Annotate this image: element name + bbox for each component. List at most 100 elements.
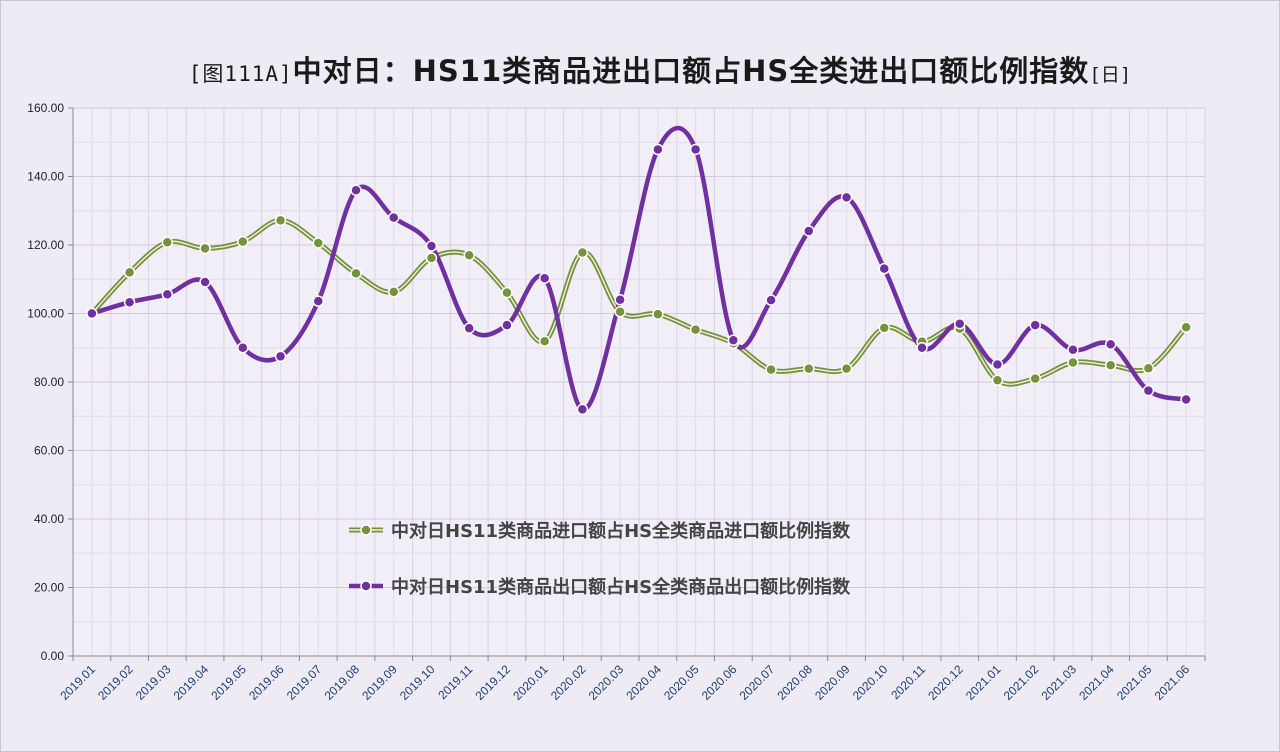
import-point — [1104, 359, 1117, 371]
export-point — [1180, 393, 1192, 406]
import-point — [538, 335, 551, 347]
export-point — [576, 403, 589, 416]
y-tick-label: 160.00 — [27, 101, 64, 115]
x-tick-label: 2019.09 — [359, 662, 400, 703]
x-tick-label: 2021.01 — [963, 662, 1004, 703]
y-tick-label: 20.00 — [34, 581, 64, 595]
export-point — [765, 294, 777, 306]
y-tick-label: 0.00 — [41, 649, 65, 663]
export-point — [237, 342, 249, 354]
x-tick-label: 2019.01 — [57, 662, 98, 703]
export-point — [161, 288, 174, 301]
x-tick-label: 2021.02 — [1001, 662, 1042, 703]
import-point — [1142, 362, 1155, 375]
import-point — [274, 214, 287, 227]
export-point — [425, 240, 438, 252]
import-point — [199, 242, 211, 255]
import-point — [161, 236, 174, 249]
export-point — [803, 225, 815, 237]
x-tick-label: 2020.07 — [737, 662, 778, 703]
import-point — [689, 323, 702, 336]
y-tick-label: 60.00 — [34, 444, 64, 458]
import-point — [501, 286, 513, 299]
x-tick-label: 2019.06 — [246, 662, 287, 703]
export-point — [387, 211, 400, 224]
x-tick-label: 2020.09 — [812, 662, 853, 703]
export-series-line — [91, 125, 1187, 412]
x-tick-label: 2020.05 — [661, 662, 702, 703]
import-point — [1180, 321, 1192, 333]
x-tick-label: 2020.06 — [699, 662, 740, 703]
export-point — [1029, 319, 1041, 331]
import-point — [1029, 372, 1041, 385]
x-tick-label: 2021.05 — [1114, 662, 1155, 703]
export-point — [463, 322, 475, 334]
import-point — [237, 235, 249, 248]
export-point — [538, 272, 551, 284]
x-tick-label: 2019.03 — [133, 662, 174, 703]
import-point — [614, 306, 626, 318]
import-point — [765, 363, 777, 376]
import-point — [463, 249, 475, 262]
x-tick-label: 2020.10 — [850, 662, 891, 703]
export-point — [652, 143, 664, 156]
export-point — [991, 358, 1004, 371]
y-tick-label: 80.00 — [34, 375, 64, 389]
x-tick-label: 2020.04 — [623, 662, 664, 703]
x-tick-label: 2021.06 — [1152, 662, 1193, 703]
x-tick-label: 2019.07 — [284, 662, 325, 703]
export-point — [840, 191, 853, 204]
export-point — [614, 294, 626, 306]
import-point — [1067, 356, 1079, 369]
x-tick-label: 2019.02 — [95, 662, 136, 703]
export-point — [953, 318, 966, 330]
export-point — [689, 143, 702, 156]
x-tick-label: 2020.12 — [925, 662, 966, 703]
import-point — [840, 362, 853, 375]
export-point — [501, 319, 513, 331]
y-tick-label: 140.00 — [27, 170, 64, 184]
x-tick-label: 2020.03 — [586, 662, 627, 703]
x-tick-label: 2019.05 — [208, 662, 249, 703]
legend-import-label: 中对日HS11类商品进口额占HS全类商品进口额比例指数 — [391, 520, 851, 542]
x-tick-label: 2019.12 — [472, 662, 513, 703]
x-tick-label: 2020.02 — [548, 662, 589, 703]
x-tick-label: 2020.01 — [510, 662, 551, 703]
chart-title: [图111A]中对日：HS11类商品进出口额占HS全类进出口额比例指数[日] — [0, 48, 1280, 90]
import-point — [350, 267, 362, 280]
export-point — [350, 184, 362, 196]
title-main: 中对日：HS11类商品进出口额占HS全类进出口额比例指数 — [292, 54, 1090, 88]
x-tick-label: 2019.11 — [435, 662, 475, 702]
y-tick-label: 40.00 — [34, 512, 64, 526]
legend-export-marker — [360, 580, 372, 592]
x-tick-label: 2019.04 — [171, 662, 212, 703]
import-point — [425, 252, 438, 264]
title-prefix: [图111A] — [188, 62, 293, 86]
x-tick-label: 2020.08 — [774, 662, 815, 703]
legend-export-label: 中对日HS11类商品出口额占HS全类商品出口额比例指数 — [391, 576, 851, 598]
export-point — [86, 307, 98, 320]
export-point — [1067, 344, 1079, 356]
import-point — [387, 286, 400, 298]
export-point — [123, 296, 136, 308]
import-point — [878, 322, 891, 334]
export-point — [1104, 338, 1117, 351]
import-point — [312, 237, 325, 249]
export-point — [878, 262, 891, 275]
import-point — [991, 374, 1004, 387]
export-point — [199, 276, 211, 288]
x-tick-label: 2019.10 — [397, 662, 438, 703]
export-point — [727, 334, 740, 346]
x-tick-label: 2021.03 — [1038, 662, 1079, 703]
y-tick-label: 120.00 — [27, 238, 64, 252]
export-point — [916, 342, 928, 354]
y-tick-label: 100.00 — [27, 307, 64, 321]
x-tick-label: 2019.08 — [322, 662, 363, 703]
export-point — [274, 350, 287, 363]
x-tick-label: 2021.04 — [1076, 662, 1117, 703]
export-point — [312, 295, 325, 307]
export-point — [1142, 384, 1155, 397]
import-point — [123, 266, 136, 279]
legend-import-marker — [360, 524, 372, 536]
